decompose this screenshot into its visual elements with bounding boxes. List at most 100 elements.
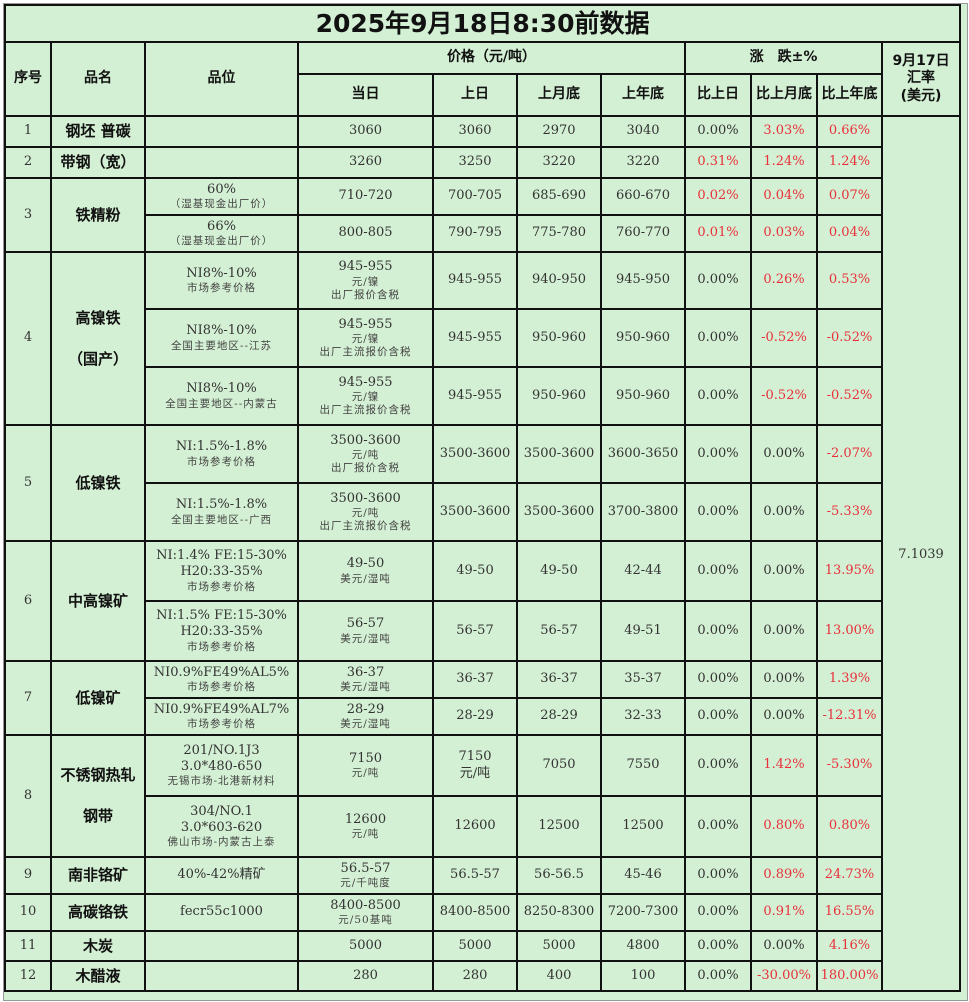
price-month-end-cell: 56-56.5	[516, 856, 602, 895]
header-price-group: 价格（元/吨）	[297, 41, 686, 75]
price-prev-cell: 56.5-57	[432, 856, 518, 895]
price-today-note: 美元/湿吨	[340, 718, 391, 731]
product-name-cell: 铁精粉	[50, 177, 146, 253]
price-today: 3060	[348, 123, 383, 139]
seq-cell: 5	[4, 424, 52, 542]
change-vs-day-cell: 0.00%	[684, 930, 752, 962]
table-title: 2025年9月18日8:30前数据	[3, 4, 962, 43]
product-name-line: 中高镍矿	[67, 591, 128, 610]
change-vs-month-cell: 0.00%	[750, 482, 818, 542]
change-vs-month-cell: 1.42%	[750, 734, 818, 797]
exchange-rate-value: 7.1039	[898, 547, 944, 562]
change-vs-day-cell: 0.00%	[684, 893, 752, 932]
price-today-note: 元/吨	[351, 449, 380, 461]
table-row: 2 带钢（宽） 3260 3250 3220 3220 0.31% 1.24% 1.24%	[4, 146, 960, 179]
price-today-note: 美元/湿吨	[340, 632, 391, 645]
price-year-end-cell: 3040	[600, 115, 686, 148]
price-today-cell: 280	[297, 960, 434, 992]
product-name-cell: 低镍矿	[50, 660, 146, 736]
header-name: 品名	[50, 41, 146, 117]
change-vs-year-cell: 1.24%	[816, 146, 883, 179]
price-month-end-cell: 940-950	[516, 251, 602, 310]
price-today: 36-37	[346, 664, 385, 680]
price-prev: 3250	[458, 154, 492, 170]
product-name-cell: 带钢（宽）	[50, 146, 146, 179]
change-vs-day-cell: 0.31%	[684, 146, 752, 179]
seq-cell: 4	[4, 251, 52, 426]
price-prev: 3500-3600	[439, 503, 511, 519]
product-name-line: 木炭	[82, 936, 113, 955]
product-name-cell: 高镍铁 （国产）	[50, 251, 146, 426]
grade-cell	[144, 930, 299, 962]
price-today-note: 美元/湿吨	[340, 681, 391, 694]
price-today-note: 元/镍	[351, 275, 380, 288]
change-vs-year-cell: 16.55%	[816, 893, 883, 932]
grade-line: 3.0*603-620	[180, 819, 263, 835]
grade-line: NI8%-10%	[186, 323, 257, 339]
price-today-note: 元/吨	[351, 507, 380, 519]
grade-line: NI0.9%FE49%AL7%	[153, 701, 290, 717]
price-month-end-cell: 775-780	[516, 214, 602, 253]
table-row: NI8%-10% 全国主要地区--江苏 945-955 元/镍 出厂主流报价含税 945-…	[5, 308, 960, 368]
change-vs-year-cell: -5.30%	[816, 734, 883, 797]
price-today: 12600	[344, 811, 387, 827]
change-vs-day-cell: 0.02%	[684, 177, 752, 216]
product-name-line: 低镍铁	[75, 473, 121, 492]
price-today: 945-955	[338, 374, 393, 390]
grade-line: NI0.9%FE49%AL5%	[153, 664, 290, 680]
grade-note: 全国主要地区--江苏	[170, 339, 273, 352]
seq-cell: 9	[4, 856, 52, 895]
price-prev: 3500-3600	[439, 445, 511, 461]
price-today: 710-720	[338, 188, 393, 204]
change-vs-year-cell: 180.00%	[816, 960, 883, 992]
price-today-cell: 12600 元/吨	[297, 795, 434, 858]
grade-cell: NI8%-10% 全国主要地区--江苏	[144, 308, 299, 368]
price-prev-cell: 3060	[432, 115, 518, 148]
table-row: NI0.9%FE49%AL7% 市场参考价格 28-29 美元/湿吨 28-29 28-2…	[5, 697, 960, 736]
change-vs-year-cell: -0.52%	[816, 308, 883, 368]
product-name-line: 铁精粉	[75, 205, 121, 224]
price-year-end-cell: 4800	[600, 930, 686, 962]
price-year-end-cell: 7200-7300	[600, 893, 686, 932]
change-vs-day-cell: 0.00%	[684, 115, 752, 148]
change-vs-day-cell: 0.00%	[684, 424, 752, 484]
price-today-cell: 5000	[297, 930, 434, 962]
price-month-end-cell: 28-29	[516, 697, 602, 736]
table-row: 8 不锈钢热轧 钢带 201/NO.1J3 3.0*480-650 无锡市场-北港新材料 7…	[4, 734, 960, 858]
price-month-end-cell: 3500-3600	[516, 424, 602, 484]
price-today: 56-57	[346, 616, 385, 632]
change-vs-month-cell: 0.26%	[750, 251, 818, 310]
grade-line: 201/NO.1J3	[183, 742, 260, 758]
price-month-end-cell: 36-37	[516, 660, 602, 699]
product-name-line: 钢坯 普碳	[65, 122, 131, 141]
price-year-end-cell: 660-670	[600, 177, 686, 216]
change-vs-year-cell: -0.52%	[816, 366, 883, 426]
price-month-end-cell: 2970	[516, 115, 602, 148]
product-name-line: （国产）	[67, 349, 128, 368]
header-today: 当日	[297, 73, 434, 117]
grade-cell: NI0.9%FE49%AL7% 市场参考价格	[144, 697, 299, 736]
product-name-cell: 不锈钢热轧 钢带	[50, 734, 146, 858]
table-row: 304/NO.1 3.0*603-620 佛山市场-内蒙古上泰 12600 元/吨 126…	[5, 795, 960, 858]
price-prev: 36-37	[456, 671, 494, 687]
price-year-end-cell: 32-33	[600, 697, 686, 736]
price-today-cell: 710-720	[297, 177, 434, 216]
change-vs-year-cell: 4.16%	[816, 930, 883, 962]
change-vs-month-cell: 0.00%	[750, 660, 818, 699]
table-row: 7 低镍矿 NI0.9%FE49%AL5% 市场参考价格 36-37 美元/湿吨 36-37…	[4, 660, 960, 736]
price-prev-cell: 5000	[432, 930, 518, 962]
product-name-cell: 钢坯 普碳	[50, 115, 146, 148]
price-today-note: 元/吨	[351, 767, 380, 780]
price-year-end-cell: 12500	[600, 795, 686, 858]
grade-line: H20:33-35%	[180, 564, 263, 580]
change-vs-day-cell: 0.00%	[684, 660, 752, 699]
change-vs-year-cell: 0.04%	[816, 214, 883, 253]
table-row: 1 钢坯 普碳 3060 3060 2970 3040 0.00% 3.03% 0.66% 7.1…	[4, 115, 962, 992]
price-prev-cell: 790-795	[432, 214, 518, 253]
price-today-note: 出厂主流报价含税	[319, 346, 412, 359]
change-vs-month-cell: 0.04%	[750, 177, 818, 216]
product-name-line: 不锈钢热轧	[60, 766, 136, 785]
change-vs-year-cell: -2.07%	[816, 424, 883, 484]
grade-line: 304/NO.1	[190, 803, 253, 819]
change-vs-month-cell: 1.24%	[750, 146, 818, 179]
